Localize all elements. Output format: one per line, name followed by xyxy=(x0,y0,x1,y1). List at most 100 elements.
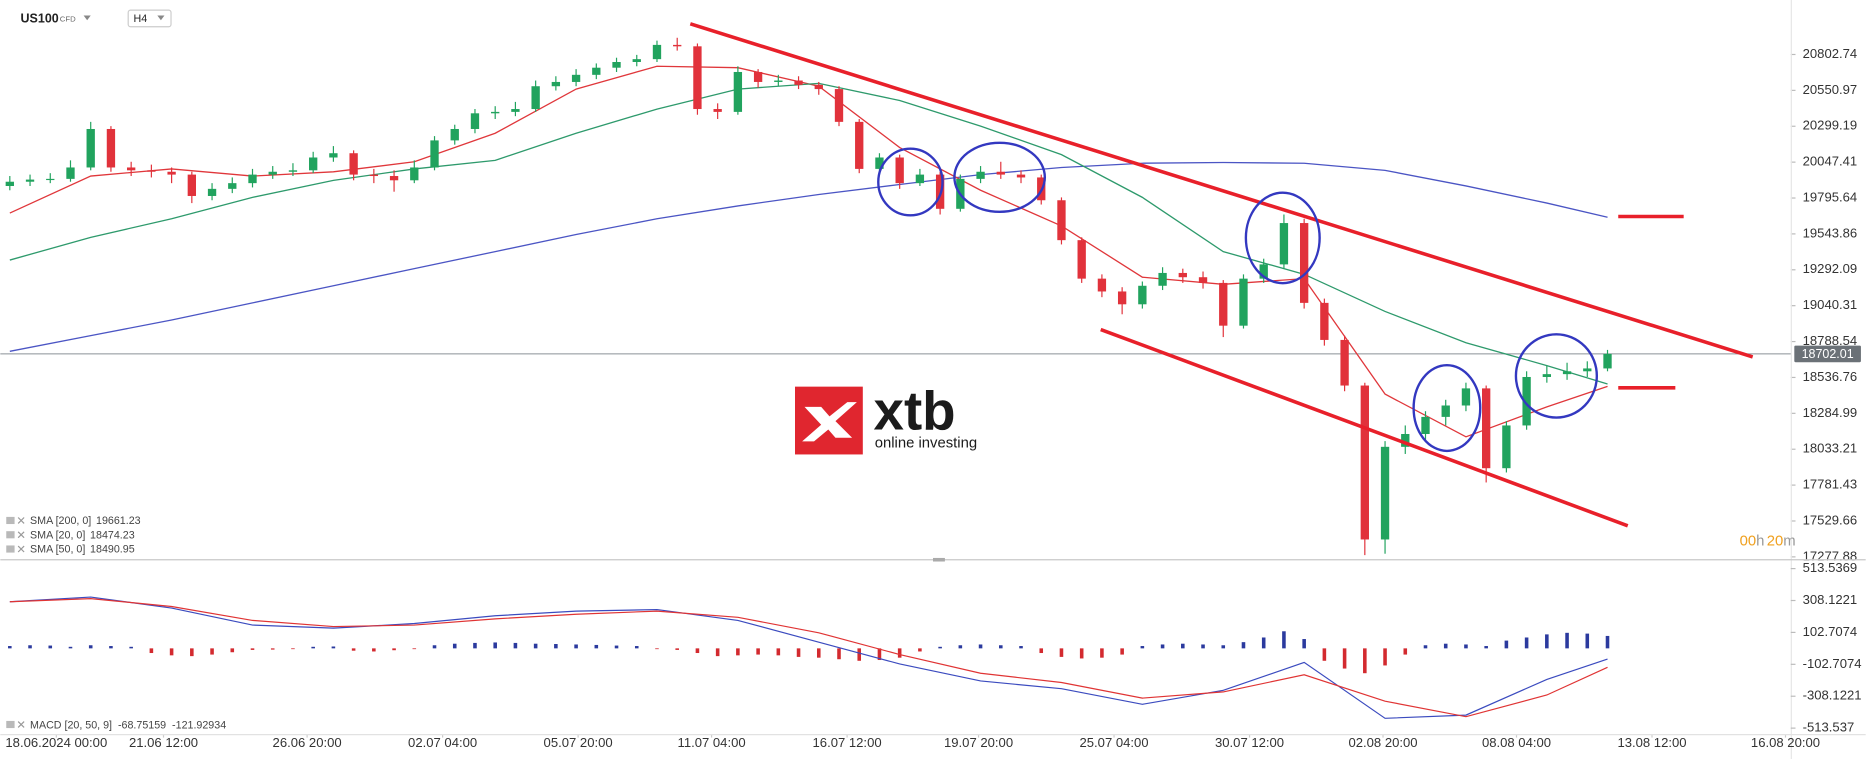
candle-body xyxy=(531,86,540,110)
histogram-bar xyxy=(493,642,497,649)
y-tick-label: 18033.21 xyxy=(1803,441,1858,456)
legend-name: SMA [20, 0] xyxy=(30,529,85,541)
legend-name: SMA [200, 0] xyxy=(30,515,91,527)
dropdown-arrow[interactable] xyxy=(157,15,165,21)
highlight-circle xyxy=(877,147,944,217)
y-tick-label: 17529.66 xyxy=(1803,512,1858,527)
candle-body xyxy=(450,128,459,141)
legend-close[interactable] xyxy=(17,545,25,553)
timer-hours-unit: h xyxy=(1756,533,1764,549)
timer-minutes: 20 xyxy=(1767,533,1784,549)
symbol[interactable]: US100 xyxy=(21,11,59,25)
trend-line xyxy=(689,22,1754,359)
x-tick-label: 05.07 20:00 xyxy=(544,735,613,750)
dropdown-arrow[interactable] xyxy=(83,15,91,21)
histogram-bar xyxy=(857,648,862,661)
candle-body xyxy=(66,167,75,179)
y-tick-label: 20299.19 xyxy=(1803,118,1858,133)
watermark: xtb online investing xyxy=(795,380,977,455)
legend-icon[interactable] xyxy=(6,720,15,729)
timer-minutes-unit: m xyxy=(1783,533,1795,549)
legend-close[interactable] xyxy=(17,531,25,539)
histogram-bar xyxy=(1059,648,1064,657)
candle-body xyxy=(288,170,298,172)
histogram-bar xyxy=(1160,644,1165,649)
candle-body xyxy=(1138,285,1147,305)
candle-body xyxy=(106,128,116,168)
histogram-bar xyxy=(1140,646,1145,649)
x-tick-label: 19.07 20:00 xyxy=(944,735,1013,750)
histogram-bar xyxy=(1383,648,1387,666)
candle-body xyxy=(1522,376,1531,426)
y-tick-label: 18536.76 xyxy=(1803,369,1858,384)
y-tick-label: 19543.86 xyxy=(1803,225,1858,240)
highlight-circle xyxy=(1412,364,1482,453)
histogram-bar xyxy=(109,646,113,649)
legend-entry: SMA [200, 0] 19661.23 xyxy=(30,515,141,527)
legend-close[interactable] xyxy=(17,721,25,728)
histogram-bar xyxy=(513,642,518,649)
header: US100 CFD H4 xyxy=(21,9,172,28)
histogram-bar xyxy=(533,643,538,649)
candle-body xyxy=(1279,223,1289,265)
candle-body xyxy=(167,171,176,175)
histogram-bar xyxy=(594,644,599,649)
candle-body xyxy=(592,67,601,75)
legend-icon[interactable] xyxy=(6,545,15,553)
panel-handle[interactable] xyxy=(933,557,945,562)
candle-body xyxy=(86,128,95,168)
brand: xtb xyxy=(874,380,956,442)
histogram-bar xyxy=(1261,637,1266,649)
candle-body xyxy=(1482,388,1491,469)
legend-close[interactable] xyxy=(17,517,25,524)
x-tick-label: 02.08 20:00 xyxy=(1348,735,1417,750)
candle-body xyxy=(369,174,379,177)
candle-body xyxy=(410,167,419,181)
candle-body xyxy=(673,44,682,47)
y-tick-label: 308.1221 xyxy=(1803,592,1858,607)
legend-icon[interactable] xyxy=(6,516,15,525)
candle-body xyxy=(895,157,904,184)
candle-body xyxy=(693,46,702,110)
last-price-tag xyxy=(1794,345,1861,363)
candle-body xyxy=(1441,405,1450,417)
x-tick-label: 26.06 20:00 xyxy=(273,735,342,750)
histogram-bar xyxy=(918,648,922,652)
candle-body xyxy=(1239,278,1248,326)
histogram-bar xyxy=(554,644,558,649)
x-tick-label: 30.07 12:00 xyxy=(1215,735,1284,750)
legend-entry: SMA [20, 0] 18474.23 xyxy=(30,529,135,541)
instrument-type: CFD xyxy=(60,15,76,24)
histogram-bar xyxy=(1504,640,1509,649)
y-tick-label: 20550.97 xyxy=(1803,82,1858,97)
candle-body xyxy=(1421,416,1430,434)
histogram-bar xyxy=(28,645,32,649)
histogram-bar xyxy=(291,648,295,650)
candle-body xyxy=(147,170,156,172)
histogram-bar xyxy=(372,648,376,652)
candle-body xyxy=(25,179,35,182)
candle-body xyxy=(1320,302,1329,340)
legend-name: MACD [20, 50, 9] xyxy=(30,720,112,732)
candle-body xyxy=(915,174,925,184)
candle-body xyxy=(632,59,641,62)
candle-body xyxy=(1583,368,1592,372)
histogram-bar xyxy=(1464,644,1468,649)
x-tick-label: 18.06.2024 00:00 xyxy=(5,735,107,750)
candle-body xyxy=(571,74,581,82)
candle-body xyxy=(1360,385,1369,540)
legend-value: 18490.95 xyxy=(90,543,135,555)
candle-body xyxy=(834,89,844,122)
candle-body xyxy=(996,171,1005,175)
timeframe-select[interactable] xyxy=(127,9,172,28)
histogram-bar xyxy=(776,648,781,656)
histogram-bar xyxy=(1241,642,1246,649)
histogram-bar xyxy=(270,648,275,650)
candle-body xyxy=(349,153,358,175)
candle-body xyxy=(430,140,439,168)
candle-body xyxy=(794,80,803,85)
legend-icon[interactable] xyxy=(6,531,15,539)
timer-hours: 00 xyxy=(1740,533,1757,549)
